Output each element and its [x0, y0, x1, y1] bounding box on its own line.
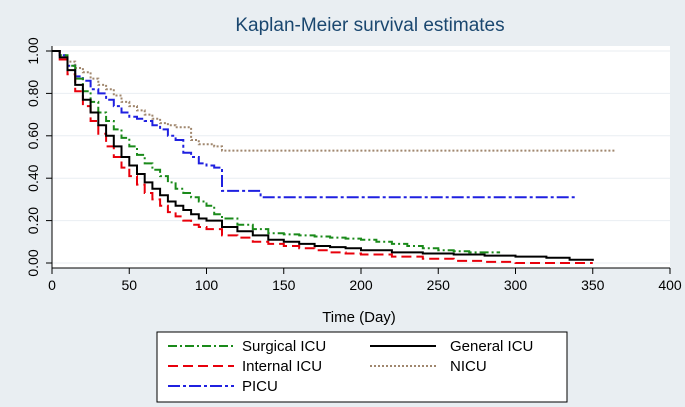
x-tick-label: 350	[581, 277, 605, 293]
y-tick-label: 0.20	[25, 207, 41, 234]
y-tick-label: 0.40	[25, 164, 41, 191]
x-tick-label: 250	[427, 277, 451, 293]
x-tick-label: 400	[658, 277, 682, 293]
chart-title: Kaplan-Meier survival estimates	[235, 15, 504, 36]
x-tick-label: 200	[349, 277, 373, 293]
legend-box	[156, 331, 568, 403]
series-line-general-icu	[52, 50, 594, 261]
x-tick-label: 50	[121, 277, 137, 293]
legend-label: Internal ICU	[242, 358, 322, 375]
x-tick-label: 150	[272, 277, 296, 293]
series-line-nicu	[52, 50, 616, 152]
plot-background	[52, 46, 670, 268]
y-tick-label: 0.00	[25, 249, 41, 276]
x-axis-title: Time (Day)	[322, 309, 396, 326]
series-line-surgical-icu	[52, 50, 501, 254]
legend-label: PICU	[242, 378, 278, 395]
y-tick-label: 1.00	[25, 37, 41, 64]
x-tick-label: 0	[48, 277, 56, 293]
x-tick-label: 300	[504, 277, 528, 293]
legend: Surgical ICU General ICU Internal ICU NICU P…	[156, 331, 568, 403]
series-line-picu	[52, 50, 578, 199]
x-tick-label: 100	[195, 277, 219, 293]
legend-label: Surgical ICU	[242, 338, 326, 355]
y-tick-label: 0.60	[25, 122, 41, 149]
y-tick-label: 0.80	[25, 80, 41, 107]
plot-area: 0.00 0.20 0.40 0.60 0.80 1.00 0 50 100 150 200 250 3…	[25, 37, 682, 293]
legend-label: General ICU	[450, 338, 533, 355]
series-line-internal-icu	[52, 50, 593, 264]
legend-label: NICU	[450, 358, 487, 375]
